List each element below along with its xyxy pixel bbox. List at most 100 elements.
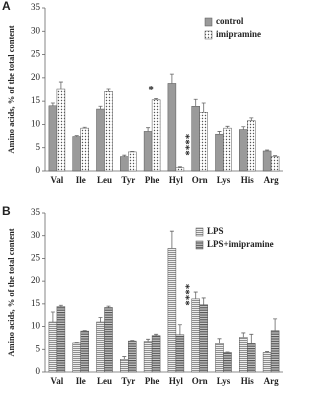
error-bar — [154, 97, 159, 100]
error-bar — [74, 135, 79, 137]
error-bar — [122, 356, 127, 360]
error-bar — [50, 311, 55, 323]
error-bar — [106, 88, 111, 92]
bar — [80, 127, 89, 172]
bar — [56, 306, 66, 373]
error-bar — [241, 332, 246, 338]
bar — [120, 156, 129, 172]
error-bar — [217, 338, 222, 344]
error-bar — [146, 338, 151, 342]
bar — [175, 167, 185, 172]
bar — [104, 91, 113, 172]
bar — [72, 342, 81, 373]
x-tick-label: Lys — [217, 175, 231, 185]
bar — [151, 99, 161, 172]
y-tick-label: 5 — [36, 343, 41, 353]
bar — [215, 343, 224, 373]
annotation: **** — [179, 134, 191, 157]
y-tick-label: 10 — [31, 321, 41, 331]
error-bar — [169, 230, 174, 249]
y-tick-label: 35 — [31, 2, 41, 12]
error-bar — [98, 317, 103, 323]
x-tick-label: Hyl — [169, 376, 184, 386]
x-tick-label: Val — [51, 175, 64, 185]
legend-swatch — [204, 17, 213, 27]
bar — [191, 298, 200, 373]
bar — [199, 304, 208, 373]
y-tick-label: 0 — [36, 366, 41, 376]
bar — [262, 352, 272, 373]
y-tick-label: 10 — [31, 118, 41, 128]
bar — [191, 106, 200, 172]
error-bar — [241, 126, 246, 130]
bar — [247, 120, 256, 172]
error-bar — [50, 102, 55, 106]
y-tick-label: 25 — [31, 252, 41, 262]
error-bar — [169, 73, 174, 84]
x-tick-label: Tyr — [121, 175, 135, 185]
error-bar — [58, 304, 63, 307]
legend-swatch — [195, 227, 204, 237]
bar — [175, 334, 185, 373]
error-bar — [58, 81, 63, 90]
error-bar — [106, 305, 111, 308]
bar — [167, 83, 177, 172]
bar — [151, 335, 161, 373]
bar — [48, 321, 58, 373]
bar — [143, 131, 153, 172]
annotation: * — [148, 84, 154, 96]
error-bar — [273, 318, 278, 331]
x-tick-label: His — [241, 175, 255, 185]
bar — [270, 330, 280, 373]
x-tick-label: Phe — [145, 175, 160, 185]
bar — [80, 330, 89, 373]
bar — [270, 156, 280, 172]
bar — [56, 88, 66, 172]
x-tick-label: Lys — [217, 376, 231, 386]
error-bar — [177, 324, 182, 335]
y-tick-label: 0 — [36, 165, 41, 175]
legend-label: LPS — [207, 226, 224, 236]
error-bar — [177, 166, 182, 168]
x-tick-label: Hyl — [169, 175, 184, 185]
bar — [143, 341, 153, 373]
x-tick-label: Arg — [264, 175, 279, 185]
bar — [128, 151, 137, 172]
y-tick-label: 30 — [31, 25, 41, 35]
legend-label: LPS+imipramine — [207, 239, 274, 249]
bar — [48, 105, 58, 172]
bar — [128, 340, 137, 373]
error-bar — [273, 155, 278, 157]
y-tick-label: 15 — [31, 298, 41, 308]
y-tick-label: 15 — [31, 95, 41, 105]
x-tick-label: Ile — [76, 175, 86, 185]
y-tick-label: 30 — [31, 230, 41, 240]
y-tick-label: 20 — [31, 72, 41, 82]
panel-label: B — [2, 204, 11, 218]
panel-label: A — [2, 0, 11, 13]
bar — [223, 352, 232, 373]
error-bar — [98, 105, 103, 110]
y-tick-label: 25 — [31, 49, 41, 59]
error-bar — [265, 149, 270, 151]
x-tick-label: Leu — [97, 376, 112, 386]
error-bar — [201, 297, 206, 305]
legend-swatch — [204, 30, 213, 40]
legend-label: imipramine — [216, 29, 261, 39]
x-tick-label: Phe — [145, 376, 160, 386]
bar — [215, 133, 224, 172]
y-axis-label: Amino acids, % of the total content — [6, 228, 16, 356]
bar — [262, 150, 272, 172]
error-bar — [225, 125, 230, 129]
y-tick-label: 5 — [36, 142, 41, 152]
bar — [120, 359, 129, 373]
error-bar — [193, 291, 198, 299]
error-bar — [146, 127, 151, 132]
error-bar — [249, 333, 254, 344]
legend-label: control — [216, 16, 244, 26]
error-bar — [201, 102, 206, 113]
annotation: **** — [179, 284, 191, 307]
error-bar — [249, 117, 254, 121]
bar — [223, 127, 232, 172]
x-tick-label: Leu — [97, 175, 112, 185]
